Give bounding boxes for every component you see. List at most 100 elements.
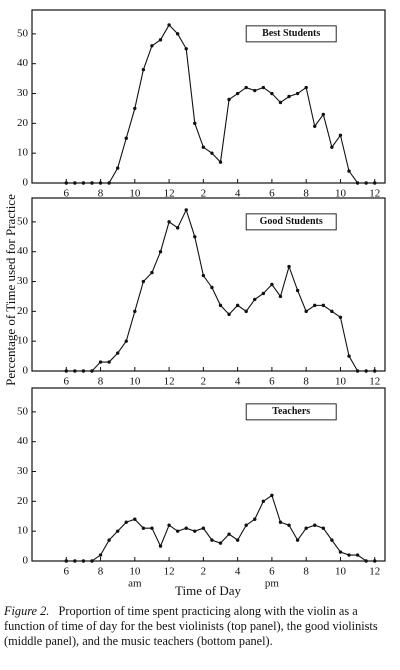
x-tick-label: 8	[98, 376, 104, 388]
data-point	[261, 85, 266, 90]
data-point	[90, 181, 94, 185]
data-point	[64, 369, 68, 373]
caption-text: Proportion of time spent practicing alon…	[4, 604, 378, 648]
data-point	[150, 526, 154, 530]
data-point	[218, 541, 223, 545]
legend-label: Good Students	[260, 216, 323, 227]
data-point	[81, 369, 86, 373]
data-point	[141, 526, 146, 530]
legend-label: Best Students	[262, 28, 320, 39]
x-tick-label: 10	[335, 376, 347, 388]
data-point	[270, 282, 274, 287]
data-line	[66, 24, 375, 184]
x-axis-label: Time of Day	[175, 583, 241, 598]
data-point	[184, 208, 188, 212]
data-point	[193, 529, 197, 533]
data-point	[175, 32, 180, 36]
data-point	[355, 553, 360, 557]
data-point	[321, 112, 326, 117]
data-point	[175, 226, 180, 230]
data-point	[330, 309, 334, 314]
x-tick-label: 10	[335, 188, 347, 200]
plot-frame	[31, 387, 386, 562]
data-line	[66, 208, 375, 372]
x-tick-label: 8	[303, 566, 309, 578]
y-tick-label: 50	[17, 405, 29, 417]
plot-frame	[31, 197, 386, 372]
data-point	[115, 166, 120, 170]
y-tick-label: 20	[17, 495, 29, 507]
data-point	[304, 85, 308, 90]
annotation: am	[128, 578, 142, 590]
y-tick-label: 30	[17, 275, 29, 287]
data-point	[347, 354, 351, 358]
caption-label: Figure 2.	[4, 604, 50, 618]
data-point	[158, 38, 163, 42]
x-tick-label: 2	[201, 376, 207, 388]
data-point	[193, 235, 197, 239]
data-point	[98, 360, 103, 364]
caption: Figure 2. Proportion of time spent pract…	[4, 604, 396, 649]
data-point	[81, 559, 86, 563]
data-point	[278, 100, 283, 105]
data-point	[133, 517, 137, 521]
x-tick-label: 10	[335, 566, 347, 578]
y-tick-label: 10	[17, 525, 29, 537]
y-tick-label: 0	[23, 555, 29, 567]
data-point	[124, 520, 128, 524]
data-point	[107, 181, 111, 185]
data-point	[158, 544, 163, 548]
x-tick-label: 10	[129, 566, 141, 578]
data-point	[373, 559, 377, 563]
data-point	[218, 160, 223, 164]
data-point	[184, 526, 188, 530]
x-tick-label: 6	[269, 376, 275, 388]
data-point	[184, 47, 188, 51]
data-point	[201, 526, 206, 530]
x-tick-label: 6	[64, 188, 70, 200]
data-point	[295, 288, 300, 293]
data-point	[304, 309, 308, 314]
x-tick-label: 4	[235, 376, 241, 388]
data-point	[141, 279, 146, 284]
data-point	[73, 559, 77, 563]
data-point	[115, 351, 120, 355]
data-point	[167, 23, 171, 27]
x-tick-label: 12	[164, 188, 175, 200]
data-point	[347, 169, 351, 173]
data-point	[201, 273, 206, 278]
data-point	[244, 523, 248, 527]
data-point	[295, 91, 300, 96]
x-tick-label: 10	[129, 376, 141, 388]
data-point	[141, 67, 146, 72]
data-point	[373, 369, 377, 373]
data-point	[115, 529, 120, 533]
y-tick-label: 10	[17, 147, 29, 159]
data-point	[261, 499, 266, 504]
data-point	[287, 94, 291, 99]
data-point	[270, 91, 274, 96]
data-point	[338, 315, 343, 320]
data-point	[107, 538, 111, 542]
annotation: pm	[265, 578, 280, 590]
data-point	[167, 523, 171, 527]
data-point	[364, 559, 368, 563]
data-point	[227, 532, 231, 536]
data-point	[227, 312, 231, 317]
data-point	[150, 270, 154, 275]
data-point	[133, 106, 137, 111]
legend-box	[245, 213, 337, 231]
data-point	[98, 181, 103, 185]
data-point	[235, 538, 240, 542]
data-point	[330, 145, 334, 149]
x-tick-label: 12	[369, 566, 380, 578]
data-point	[124, 136, 128, 140]
data-point	[124, 339, 128, 343]
data-point	[355, 369, 360, 373]
x-tick-label: 6	[269, 188, 275, 200]
data-point	[90, 369, 94, 373]
data-point	[158, 249, 163, 254]
y-tick-label: 30	[17, 87, 29, 99]
data-point	[90, 559, 94, 563]
